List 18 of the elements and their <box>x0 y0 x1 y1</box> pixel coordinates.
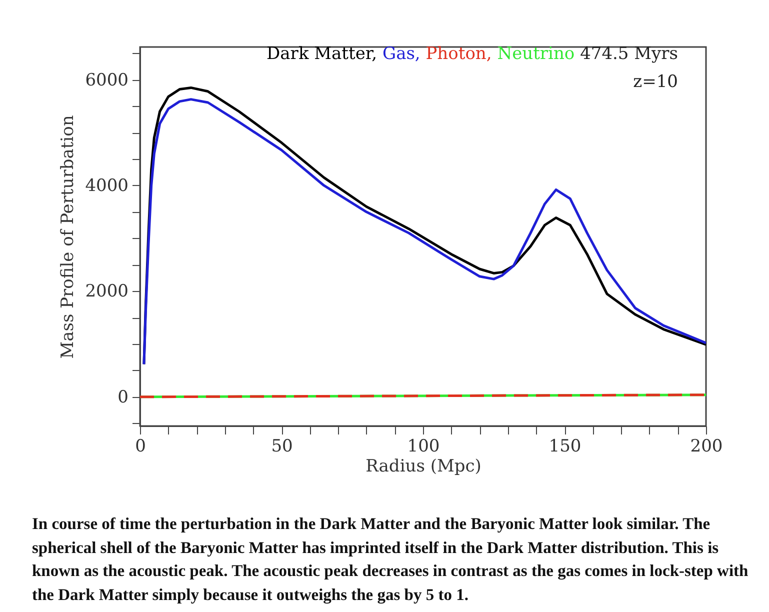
text: Neutrino <box>497 44 575 64</box>
y-tick-label: 6000 <box>85 70 128 90</box>
text: Photon, <box>426 44 492 64</box>
y-axis-title: Mass Profile of Perturbation <box>58 115 78 359</box>
x-tick-label: 0 <box>135 436 146 456</box>
text: Dark Matter, <box>266 44 378 64</box>
x-tick-label: 100 <box>407 436 440 456</box>
annotation: z=10 <box>632 71 678 94</box>
x-tick-label: 150 <box>548 436 582 456</box>
annotation: 474.5 Myrs <box>580 44 678 64</box>
text: Gas, <box>382 44 420 64</box>
y-tick-label: 0 <box>118 387 128 408</box>
x-axis-title: Radius (Mpc) <box>366 456 482 476</box>
text: In course of time the perturbation in the Dark Matter and the Baryonic Matter look similar. The spherical shell of the Baryonic Matter has imprinted itself in the Dark Matter distribution. This is known as the acoustic peak. The acoustic peak decreases in contrast as the gas comes in lock-step with the Dark Matter simply because it outweighs the gas by 5 to 1. <box>32 513 750 606</box>
y-tick-label: 4000 <box>85 176 128 196</box>
y-tick-label: 2000 <box>85 282 128 302</box>
x-tick-label: 200 <box>690 436 723 456</box>
x-tick-label: 50 <box>271 436 293 456</box>
